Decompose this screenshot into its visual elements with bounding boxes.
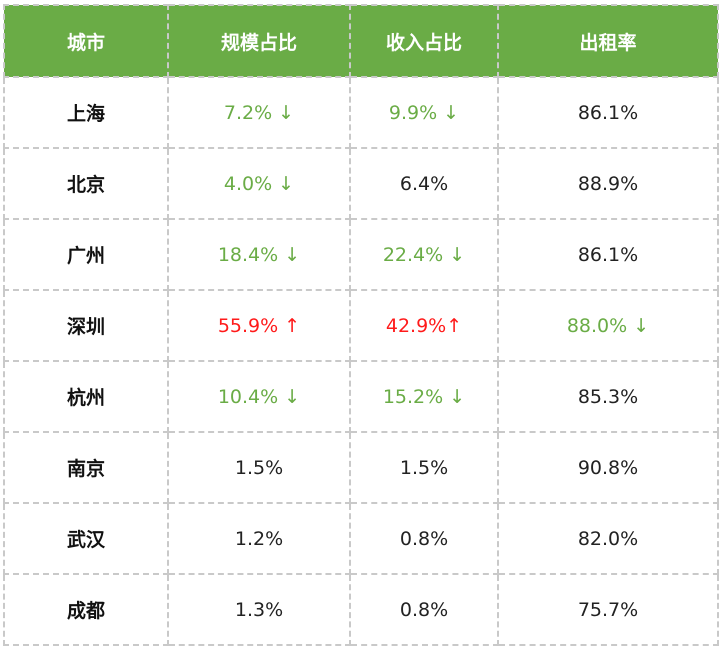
cell-city: 武汉 xyxy=(3,502,169,575)
cell-income-share: 15.2% ↓ xyxy=(349,360,499,433)
cell-income-share: 42.9%↑ xyxy=(349,289,499,362)
table-row: 上海 7.2% ↓ 9.9% ↓ 86.1% xyxy=(3,76,719,149)
cell-income-share: 1.5% xyxy=(349,431,499,504)
header-scale-share: 规模占比 xyxy=(167,4,351,78)
cell-scale-share: 1.5% xyxy=(167,431,351,504)
cell-income-share: 0.8% xyxy=(349,502,499,575)
cell-occupancy: 82.0% xyxy=(497,502,719,575)
cell-scale-share: 4.0% ↓ xyxy=(167,147,351,220)
city-stats-table: 城市 规模占比 收入占比 出租率 上海 7.2% ↓ 9.9% ↓ 86.1% … xyxy=(3,4,719,646)
table-row: 北京 4.0% ↓ 6.4% 88.9% xyxy=(3,147,719,220)
table-row: 深圳 55.9% ↑ 42.9%↑ 88.0% ↓ xyxy=(3,289,719,362)
table-row: 南京 1.5% 1.5% 90.8% xyxy=(3,431,719,504)
cell-city: 广州 xyxy=(3,218,169,291)
table-row: 成都 1.3% 0.8% 75.7% xyxy=(3,573,719,646)
table-row: 武汉 1.2% 0.8% 82.0% xyxy=(3,502,719,575)
cell-city: 南京 xyxy=(3,431,169,504)
cell-city: 深圳 xyxy=(3,289,169,362)
cell-scale-share: 18.4% ↓ xyxy=(167,218,351,291)
cell-occupancy: 90.8% xyxy=(497,431,719,504)
cell-scale-share: 10.4% ↓ xyxy=(167,360,351,433)
cell-city: 杭州 xyxy=(3,360,169,433)
cell-occupancy: 75.7% xyxy=(497,573,719,646)
cell-occupancy: 86.1% xyxy=(497,218,719,291)
header-occupancy: 出租率 xyxy=(497,4,719,78)
cell-scale-share: 7.2% ↓ xyxy=(167,76,351,149)
cell-occupancy: 88.0% ↓ xyxy=(497,289,719,362)
cell-scale-share: 55.9% ↑ xyxy=(167,289,351,362)
header-income-share: 收入占比 xyxy=(349,4,499,78)
cell-income-share: 0.8% xyxy=(349,573,499,646)
cell-scale-share: 1.2% xyxy=(167,502,351,575)
cell-occupancy: 86.1% xyxy=(497,76,719,149)
cell-scale-share: 1.3% xyxy=(167,573,351,646)
cell-city: 成都 xyxy=(3,573,169,646)
cell-income-share: 22.4% ↓ xyxy=(349,218,499,291)
table-header: 城市 规模占比 收入占比 出租率 xyxy=(3,4,719,78)
cell-income-share: 6.4% xyxy=(349,147,499,220)
header-city: 城市 xyxy=(3,4,169,78)
cell-occupancy: 85.3% xyxy=(497,360,719,433)
cell-city: 上海 xyxy=(3,76,169,149)
cell-income-share: 9.9% ↓ xyxy=(349,76,499,149)
table-row: 广州 18.4% ↓ 22.4% ↓ 86.1% xyxy=(3,218,719,291)
cell-city: 北京 xyxy=(3,147,169,220)
cell-occupancy: 88.9% xyxy=(497,147,719,220)
table-body: 上海 7.2% ↓ 9.9% ↓ 86.1% 北京 4.0% ↓ 6.4% 88… xyxy=(3,76,719,646)
city-stats-table-container: 城市 规模占比 收入占比 出租率 上海 7.2% ↓ 9.9% ↓ 86.1% … xyxy=(3,4,719,646)
table-row: 杭州 10.4% ↓ 15.2% ↓ 85.3% xyxy=(3,360,719,433)
header-row: 城市 规模占比 收入占比 出租率 xyxy=(3,4,719,78)
